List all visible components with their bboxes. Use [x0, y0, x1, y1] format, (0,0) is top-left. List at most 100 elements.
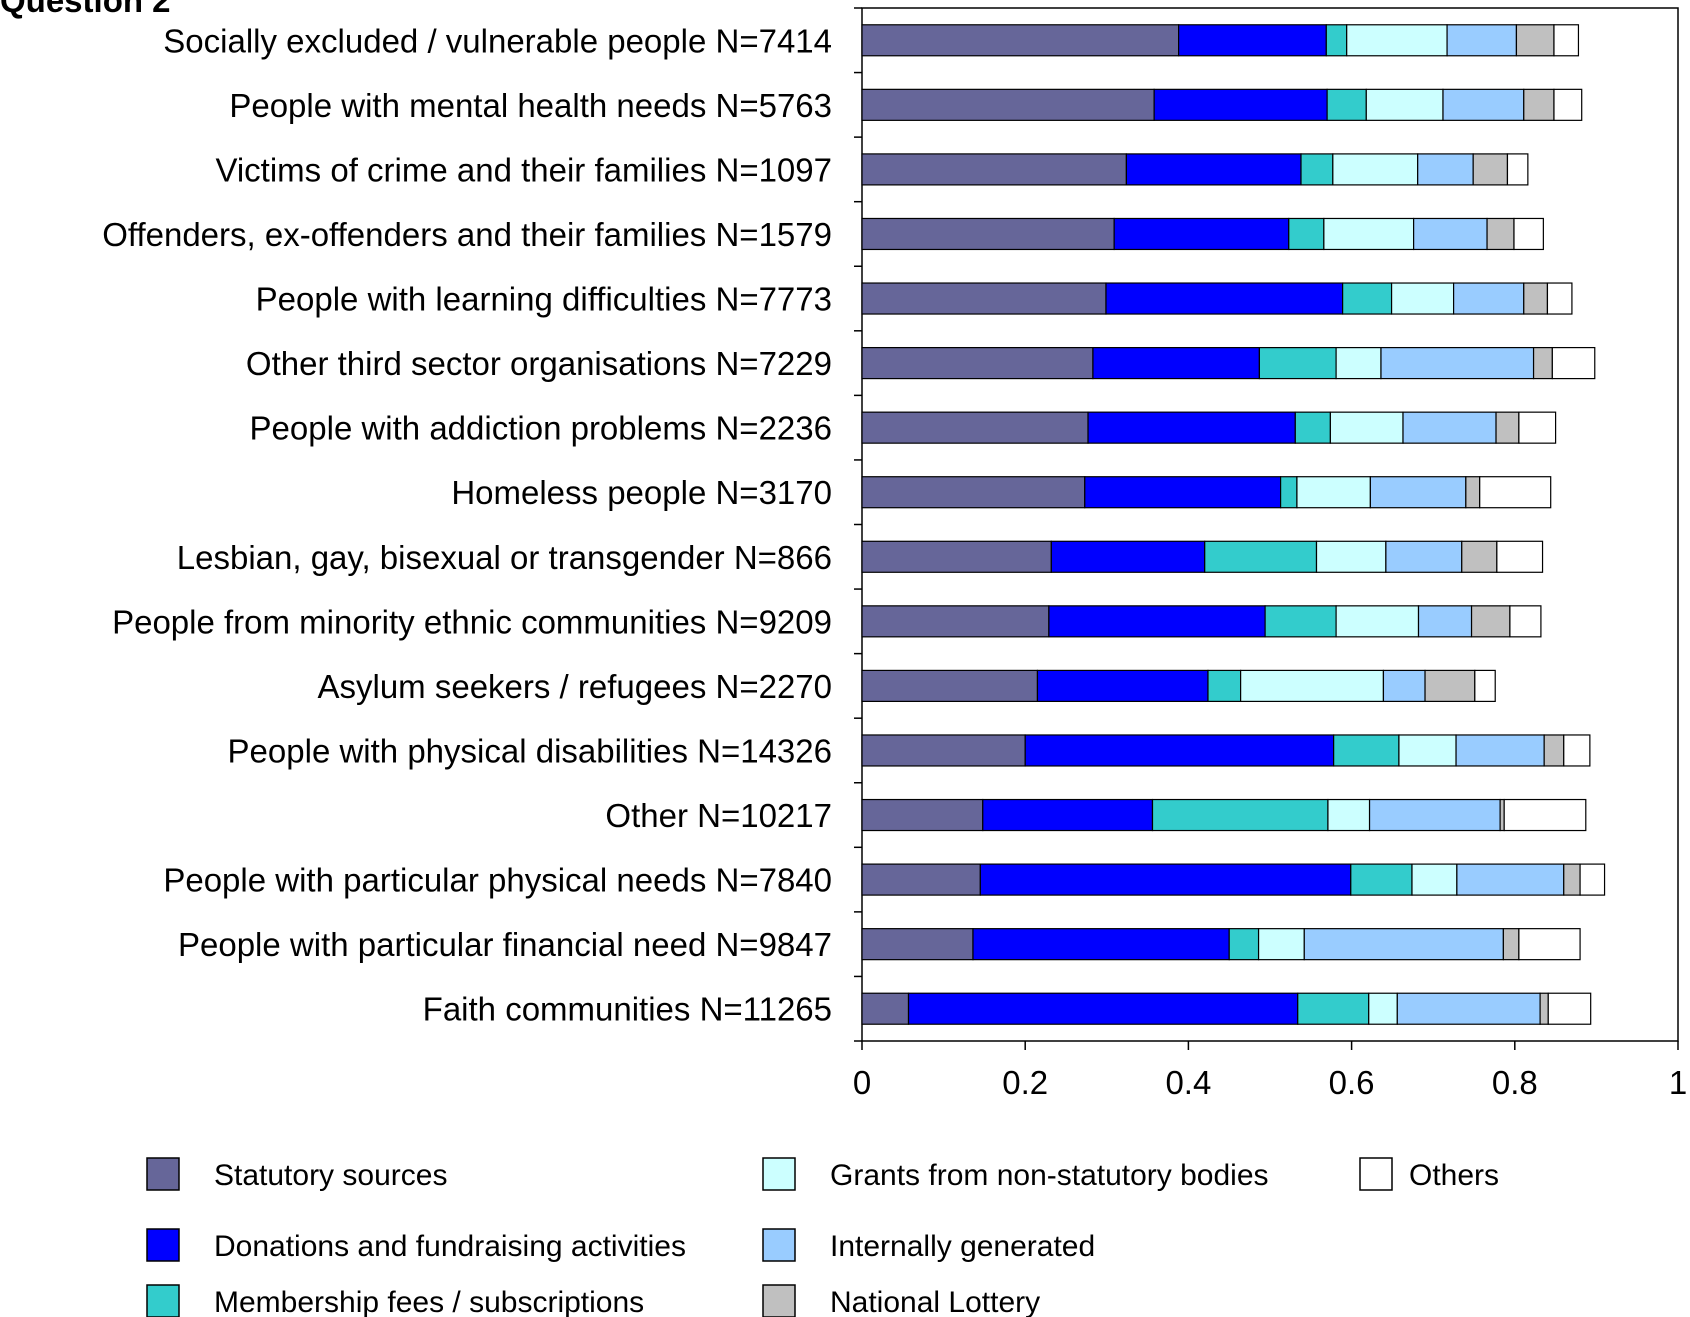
bar-segment: [1472, 153, 1509, 186]
bar-segment: [1350, 863, 1413, 896]
category-label: Socially excluded / vulnerable people N=…: [163, 22, 832, 59]
bar-segment: [1470, 605, 1511, 638]
category-label: People with physical disabilities N=1432…: [228, 732, 832, 769]
bar-segment: [1296, 476, 1371, 509]
bar-segment: [1280, 476, 1298, 509]
bar-segment: [1228, 928, 1260, 961]
bar-segment: [1327, 798, 1371, 832]
bar-segment: [1442, 88, 1525, 121]
category-label: Faith communities N=11265: [423, 991, 832, 1028]
category-label: People with mental health needs N=5763: [229, 87, 832, 124]
bar-segment: [1092, 346, 1260, 380]
bar-segment: [1153, 88, 1328, 121]
bar-segment: [972, 928, 1230, 961]
plot-area: 0 0.2 0.4 0.6 0.8 1 Socially excluded / vulner…: [102, 7, 1687, 1101]
bar-segment: [1509, 605, 1542, 638]
bar-segment: [861, 669, 1039, 703]
bar-segment: [1417, 605, 1473, 638]
bar-segment: [1499, 798, 1505, 832]
bar-segment: [1452, 282, 1525, 315]
bar-segment: [1113, 217, 1290, 251]
bar-segment: [1294, 411, 1331, 444]
bar-segment: [1413, 217, 1488, 251]
bar-segment: [1332, 153, 1419, 186]
bar-segment: [861, 798, 984, 832]
legend-swatch: [146, 1157, 180, 1191]
legend-label: Internally generated: [830, 1230, 1095, 1263]
category-label: People with particular physical needs N=…: [163, 862, 832, 899]
bar-segment: [1411, 863, 1458, 896]
x-tick-label: 0: [853, 1064, 871, 1101]
category-label: Offenders, ex-offenders and their famili…: [102, 216, 832, 253]
bar-segment: [1461, 540, 1498, 573]
bar-segment: [1300, 153, 1334, 186]
x-tick-label: 0.8: [1492, 1064, 1538, 1101]
bar-segment: [1563, 863, 1581, 896]
legend-label: National Lottery: [830, 1286, 1040, 1317]
bar-segment: [1365, 88, 1444, 121]
category-label: People with learning difficulties N=7773: [256, 281, 832, 318]
bar-segment: [1084, 476, 1282, 509]
bar-segment: [1506, 153, 1529, 186]
bar-segment: [1553, 88, 1583, 121]
bar-segment: [1390, 282, 1455, 315]
category-label: Asylum seekers / refugees N=2270: [317, 668, 832, 705]
bar-segment: [1486, 217, 1515, 251]
bar-segment: [1297, 992, 1370, 1025]
bar-segment: [1465, 476, 1481, 509]
bar-segment: [1495, 411, 1520, 444]
bar-segment: [861, 282, 1107, 315]
bar-segment: [1518, 411, 1557, 444]
bar-segment: [861, 346, 1094, 380]
bar-segment: [982, 798, 1154, 832]
bar-segment: [861, 992, 910, 1025]
x-tick-label: 0.6: [1329, 1064, 1375, 1101]
bar-segment: [1380, 346, 1535, 380]
bar-segment: [861, 88, 1155, 121]
bar-segment: [861, 153, 1127, 186]
bar-segment: [861, 476, 1086, 509]
bar-segment: [1048, 605, 1266, 638]
legend-swatch: [1359, 1157, 1393, 1191]
legend-label: Donations and fundraising activities: [214, 1230, 686, 1263]
bar-segment: [861, 217, 1115, 251]
bar-segment: [861, 928, 974, 961]
bar-segment: [861, 863, 981, 896]
bar-segment: [1553, 24, 1580, 57]
category-label: Victims of crime and their families N=10…: [215, 151, 832, 188]
bar-segment: [1240, 669, 1385, 703]
category-label: Homeless people N=3170: [451, 474, 832, 511]
bar-segment: [1382, 669, 1426, 703]
bar-segment: [1315, 540, 1387, 573]
bar-segment: [1546, 282, 1573, 315]
category-label: Lesbian, gay, bisexual or transgender N=…: [177, 539, 832, 576]
bar-segment: [861, 411, 1089, 444]
bar-segment: [1368, 992, 1398, 1025]
bar-segment: [1323, 217, 1415, 251]
bar-segment: [1050, 540, 1206, 573]
bar-segment: [1539, 992, 1549, 1025]
bar-segment: [1342, 282, 1393, 315]
bar-segment: [1456, 863, 1565, 896]
bar-segment: [1496, 540, 1544, 573]
bar-segment: [1518, 928, 1581, 961]
bar-segment: [1258, 346, 1337, 380]
bar-segment: [1178, 24, 1327, 57]
bar-segment: [861, 605, 1050, 638]
bar-segment: [1325, 24, 1348, 57]
x-tick-label: 0.4: [1165, 1064, 1211, 1101]
bar-segment: [979, 863, 1352, 896]
bar-segment: [861, 24, 1180, 57]
bar-segment: [1523, 282, 1549, 315]
bar-segment: [1257, 928, 1305, 961]
legend-swatch: [146, 1284, 180, 1317]
x-tick-label: 0.2: [1002, 1064, 1048, 1101]
bar-segment: [1515, 24, 1555, 57]
bar-segment: [1523, 88, 1555, 121]
bar-segment: [1125, 153, 1302, 186]
bar-segment: [1087, 411, 1296, 444]
category-label: People with addiction problems N=2236: [250, 410, 832, 447]
bar-segment: [1398, 734, 1457, 767]
bar-segment: [1264, 605, 1337, 638]
category-label: Other third sector organisations N=7229: [246, 345, 832, 382]
